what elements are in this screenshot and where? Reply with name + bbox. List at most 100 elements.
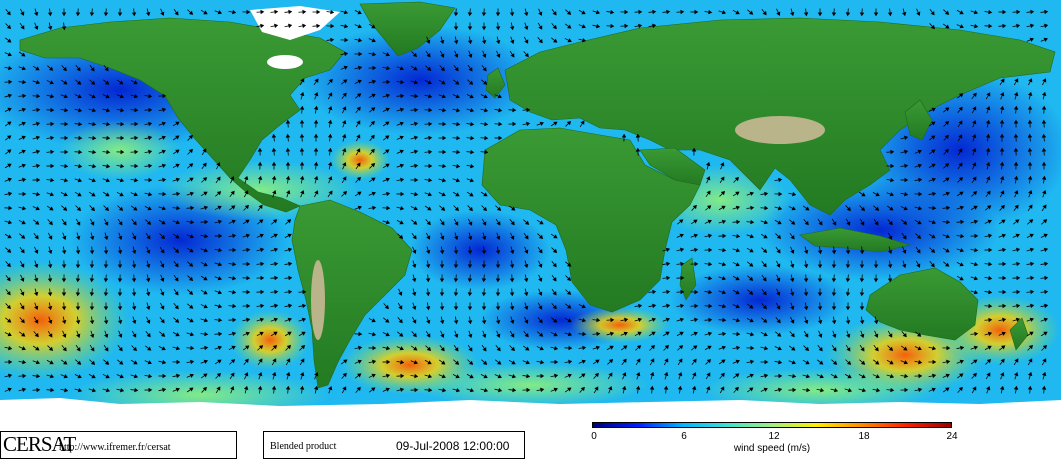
wind-arrow-head (1013, 385, 1019, 390)
wind-arrow-head (945, 373, 950, 378)
wind-arrow-head (468, 221, 473, 226)
wind-arrow-head (582, 331, 587, 337)
wind-arrow-head (300, 345, 306, 350)
wind-arrow-head (638, 9, 643, 15)
wind-arrow-head (988, 275, 993, 281)
wind-arrow-head (61, 26, 67, 31)
wind-arrow-head (931, 177, 936, 182)
wind-arrow-head (456, 149, 461, 155)
wind-arrow-head (189, 318, 194, 323)
wind-arrow-head (986, 386, 991, 391)
wind-arrow-head (313, 105, 319, 110)
wind-arrow-head (944, 163, 950, 168)
wind-arrow-head (1015, 247, 1021, 253)
wind-arrow-head (749, 191, 754, 196)
wind-arrow-head (959, 262, 964, 267)
wind-arrow-head (189, 332, 195, 337)
wind-arrow-head (61, 306, 67, 311)
wind-arrow-head (468, 333, 473, 339)
wind-arrow-head (566, 290, 572, 295)
wind-arrow-head (441, 94, 446, 99)
wind-arrow-head (596, 331, 601, 337)
wind-arrow-head (916, 263, 921, 268)
wind-arrow-head (217, 205, 222, 210)
wind-arrow-head (750, 205, 755, 211)
wind-arrow-head (20, 25, 25, 30)
wind-arrow-head (735, 205, 741, 210)
wind-arrow-head (945, 234, 951, 239)
wind-arrow-head (988, 303, 993, 309)
wind-arrow-head (972, 133, 977, 139)
wind-arrow-head (481, 306, 487, 311)
wind-arrow-head (523, 11, 529, 17)
wind-arrow-head (174, 263, 179, 268)
wind-arrow-head (831, 264, 837, 269)
wind-arrow-head (524, 220, 530, 225)
wind-arrow-head (1027, 385, 1033, 390)
wind-arrow-head (176, 359, 181, 365)
wind-arrow-head (103, 320, 109, 325)
wind-arrow-head (776, 277, 781, 282)
wind-arrow-head (763, 234, 768, 239)
wind-arrow-head (931, 234, 936, 239)
wind-arrow-head (105, 388, 111, 393)
wind-arrow-head (89, 292, 95, 297)
wind-arrow-head (887, 12, 893, 17)
wind-arrow-head (804, 319, 809, 325)
wind-arrow-head (860, 221, 865, 226)
wind-arrow-head (440, 53, 445, 58)
wind-arrow-head (974, 331, 979, 337)
wind-arrow-head (175, 177, 181, 182)
wind-arrow-head (638, 23, 643, 29)
wind-arrow-head (63, 94, 68, 99)
wind-arrow-head (427, 93, 433, 99)
wind-arrow-head (106, 163, 111, 169)
wind-arrow-head (974, 233, 979, 239)
wind-arrow-head (1043, 37, 1048, 42)
cersat-url-link[interactable]: http://www.ifremer.fr/cersat (59, 442, 171, 453)
wind-arrow-head (285, 133, 291, 138)
wind-arrow-head (1001, 233, 1007, 238)
wind-arrow-head (400, 359, 405, 365)
wind-arrow-head (118, 235, 123, 241)
wind-arrow-head (722, 317, 727, 323)
wind-arrow-head (302, 303, 307, 309)
wind-speed-map (0, 0, 1061, 430)
wind-arrow-head (216, 162, 221, 167)
wind-arrow-head (736, 345, 741, 351)
wind-arrow-head (820, 387, 825, 393)
wind-arrow-head (342, 386, 347, 391)
wind-arrow-head (49, 93, 55, 99)
wind-arrow-head (538, 234, 544, 239)
wind-arrow-head (1030, 261, 1035, 267)
wind-arrow-head (467, 264, 473, 269)
wind-arrow-head (90, 221, 95, 226)
wind-arrow-head (455, 387, 461, 393)
wind-arrow-head (722, 331, 727, 337)
madagascar (679, 257, 697, 301)
wind-arrow-head (959, 205, 965, 210)
wind-arrow-head (399, 135, 404, 140)
wind-arrow-head (343, 359, 348, 364)
wind-arrow-head (49, 206, 54, 211)
wind-arrow-head (581, 373, 586, 378)
wind-arrow-head (932, 191, 937, 197)
wind-arrow-head (973, 261, 979, 267)
wind-arrow-head (7, 38, 12, 43)
wind-arrow-head (118, 206, 124, 211)
wind-arrow-head (904, 163, 909, 169)
wind-arrow-head (190, 345, 195, 351)
wind-arrow-head (299, 175, 305, 180)
wind-arrow-head (76, 360, 82, 365)
wind-arrow-head (1030, 23, 1035, 29)
wind-arrow-head (147, 360, 152, 365)
wind-arrow-head (47, 292, 53, 297)
wind-arrow-head (510, 346, 515, 352)
wind-arrow-head (316, 9, 321, 15)
wind-arrow-head (413, 149, 419, 155)
wind-arrow-head (77, 80, 82, 85)
wind-arrow-head (608, 372, 613, 377)
wind-arrow-head (1013, 161, 1019, 166)
wind-arrow-head (413, 346, 418, 351)
wind-arrow-head (1044, 303, 1049, 309)
